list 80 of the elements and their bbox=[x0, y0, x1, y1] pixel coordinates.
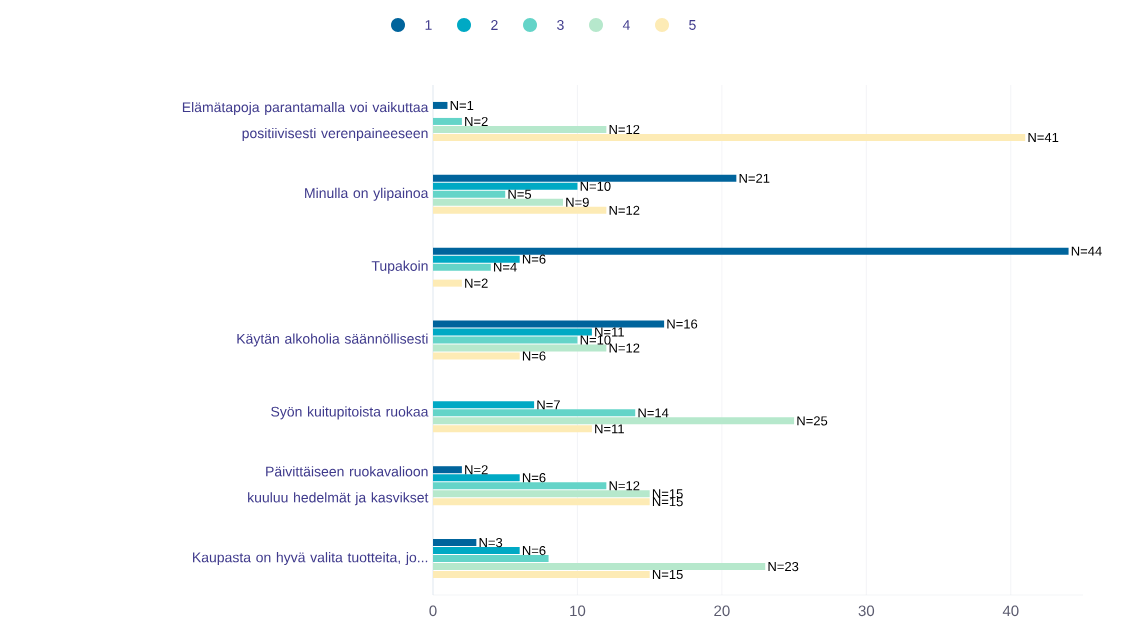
data-label: N=10 bbox=[580, 181, 611, 191]
data-label: N=15 bbox=[652, 489, 683, 499]
bar bbox=[433, 182, 578, 190]
bar bbox=[433, 563, 766, 571]
data-label: N=2 bbox=[465, 116, 488, 126]
y-tick-label: Syön kuitupitoista ruokaa bbox=[271, 406, 429, 420]
data-label: N=15 bbox=[652, 570, 683, 580]
data-label: N=12 bbox=[609, 343, 640, 353]
data-label: N=15 bbox=[652, 497, 683, 507]
bar bbox=[433, 336, 578, 344]
x-tick-label: 0 bbox=[429, 605, 437, 617]
data-label: N=11 bbox=[595, 424, 624, 434]
bar bbox=[433, 498, 650, 506]
data-label: N=1 bbox=[450, 100, 474, 110]
bar bbox=[433, 101, 448, 109]
data-label: N=12 bbox=[609, 481, 640, 491]
bar bbox=[433, 133, 1026, 141]
data-label: N=3 bbox=[479, 537, 503, 548]
bar bbox=[433, 490, 650, 498]
y-tick-label: Päivittäiseen ruokavalioon kuuluu hedelmät ja kasvikset bbox=[248, 466, 429, 506]
data-label: N=5 bbox=[508, 189, 532, 199]
bar bbox=[433, 466, 462, 474]
bar bbox=[433, 401, 535, 409]
legend-label: 3 bbox=[557, 20, 564, 30]
y-tick-label: Elämätapoja parantamalla voi vaikuttaa positiivisesti verenpaineeseen bbox=[182, 101, 429, 141]
bar bbox=[433, 206, 607, 214]
data-label: N=23 bbox=[768, 561, 799, 572]
bar bbox=[433, 417, 795, 425]
bar bbox=[433, 320, 665, 328]
bar bbox=[433, 344, 607, 352]
data-label: N=6 bbox=[522, 473, 546, 483]
x-tick-label: 40 bbox=[1002, 605, 1019, 617]
data-label: N=12 bbox=[609, 124, 640, 134]
bar bbox=[433, 263, 491, 271]
x-tick-label: 30 bbox=[858, 605, 875, 617]
bar bbox=[433, 328, 592, 336]
bar bbox=[433, 482, 607, 490]
data-label: N=11 bbox=[595, 327, 624, 337]
data-label: N=2 bbox=[465, 278, 488, 288]
bar bbox=[433, 125, 607, 133]
bar bbox=[433, 474, 520, 482]
bar bbox=[433, 174, 737, 182]
data-label: N=9 bbox=[566, 197, 589, 207]
y-tick-label: Minulla on ylipainoa bbox=[305, 187, 429, 201]
bar bbox=[433, 425, 592, 433]
bar bbox=[433, 409, 636, 417]
bar bbox=[433, 539, 477, 547]
data-label: N=12 bbox=[609, 205, 640, 215]
bar bbox=[433, 190, 506, 198]
data-label: N=25 bbox=[797, 416, 828, 426]
data-label: N=21 bbox=[739, 173, 770, 183]
data-label: N=7 bbox=[537, 400, 560, 410]
y-tick-label: Kaupasta on hyvä valita tuotteita, jo... bbox=[193, 552, 428, 566]
bar bbox=[433, 198, 563, 206]
data-label: N=4 bbox=[494, 262, 517, 272]
legend-label: 4 bbox=[622, 20, 630, 30]
x-tick-label: 20 bbox=[714, 605, 730, 617]
bar bbox=[433, 247, 1069, 255]
y-tick-label: Tupakoin bbox=[371, 260, 428, 274]
data-label: N=6 bbox=[522, 351, 546, 361]
data-label: N=6 bbox=[522, 545, 546, 556]
data-label: N=2 bbox=[465, 465, 488, 475]
x-tick-label: 10 bbox=[570, 605, 586, 617]
data-label: N=6 bbox=[522, 254, 546, 264]
bar bbox=[433, 117, 462, 125]
data-label: N=41 bbox=[1028, 132, 1059, 142]
data-label: N=14 bbox=[638, 408, 669, 418]
y-tick-label: Käytän alkoholia säännöllisesti bbox=[237, 333, 428, 347]
legend-label: 1 bbox=[425, 20, 432, 30]
bar bbox=[433, 279, 462, 287]
bar bbox=[433, 547, 520, 555]
data-label: N=44 bbox=[1071, 246, 1102, 256]
data-label: N=10 bbox=[580, 335, 611, 345]
bar bbox=[433, 352, 520, 360]
bar bbox=[433, 571, 650, 579]
legend-label: 2 bbox=[491, 20, 498, 30]
legend-label: 5 bbox=[689, 20, 696, 30]
data-label: N=16 bbox=[667, 319, 698, 329]
bar bbox=[433, 255, 520, 263]
bar bbox=[433, 555, 549, 563]
